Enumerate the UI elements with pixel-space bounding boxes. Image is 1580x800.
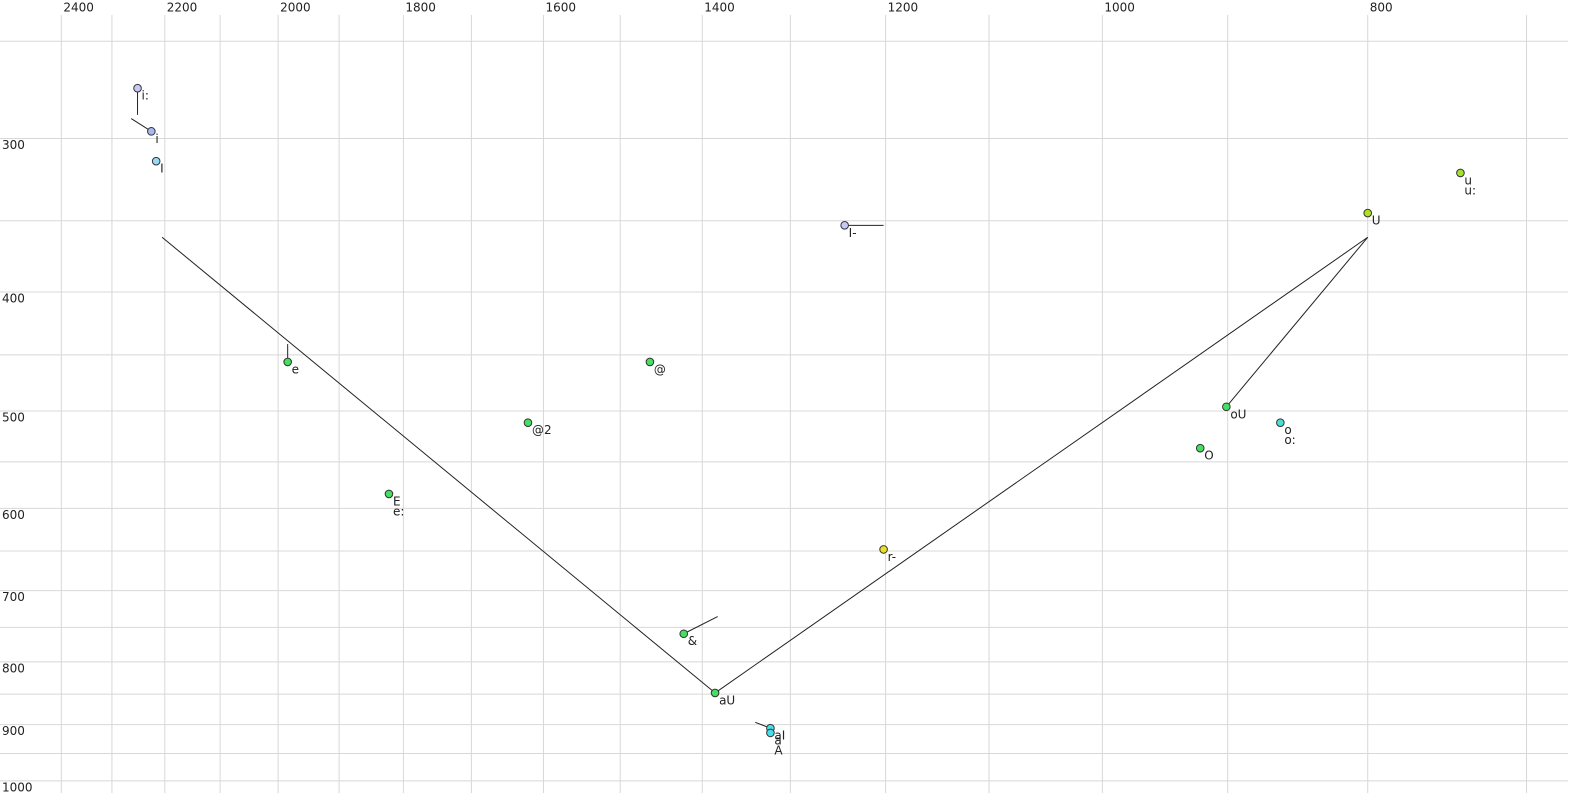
x-tick-label: 1600: [545, 1, 576, 15]
vowel-point: [384, 489, 394, 499]
y-tick-label: 900: [2, 724, 25, 738]
vowel-label: aI: [774, 729, 785, 743]
vowel-label: u: [1464, 173, 1472, 187]
vowel-point: [1456, 168, 1465, 178]
vowel-label: i:: [142, 89, 149, 103]
vowel-point: [679, 629, 689, 639]
vowel-point: [879, 545, 888, 554]
vowel-point: [840, 221, 849, 230]
trajectory: [683, 616, 718, 635]
x-tick-label: 2200: [167, 1, 198, 15]
vowel-label: o:: [1284, 433, 1295, 447]
vowel-label: A: [774, 743, 783, 757]
vowel-label: O: [1204, 449, 1213, 463]
vowel-point: [283, 357, 292, 367]
y-tick-label: 800: [2, 661, 25, 675]
vowel-point: [766, 728, 775, 738]
vowel-label: @: [654, 362, 666, 376]
vowel-label: u:: [1464, 183, 1476, 197]
x-tick-label: 2400: [63, 1, 94, 15]
vowel-point: [645, 357, 655, 367]
vowel-label: e:: [393, 504, 404, 518]
x-tick-label: 800: [1370, 1, 1393, 15]
trajectory: [1225, 236, 1369, 408]
x-tick-label: 1200: [888, 1, 919, 15]
vowel-label: i: [155, 132, 158, 146]
vowel-point: [151, 156, 161, 166]
vowel-label: oU: [1230, 407, 1246, 421]
vowel-point: [133, 83, 142, 93]
y-tick-label: 1000: [2, 780, 33, 794]
y-tick-label: 400: [2, 292, 25, 306]
vowel-point: [1276, 418, 1285, 427]
vowel-point: [147, 127, 156, 136]
x-tick-label: 2000: [280, 1, 311, 15]
vowel-label: U: [1372, 214, 1381, 228]
x-tick-label: 1400: [704, 1, 735, 15]
trajectory: [714, 236, 1369, 694]
vowel-label: aU: [719, 693, 735, 707]
vowel-label: e: [292, 362, 299, 376]
vowel-point: [1222, 402, 1231, 412]
vowel-label: E: [393, 494, 401, 508]
x-tick-label: 1000: [1104, 1, 1135, 15]
vowel-label: r-: [888, 550, 897, 564]
vowel-point: [710, 688, 720, 698]
y-tick-label: 300: [2, 138, 25, 152]
vowel-label: @2: [532, 423, 552, 437]
vowel-label: a: [774, 733, 781, 747]
vowel-label: &: [688, 634, 697, 648]
vowel-point: [1195, 443, 1205, 453]
trajectory: [161, 236, 716, 694]
x-tick-label: 1800: [405, 1, 436, 15]
vowel-label: I: [160, 162, 164, 176]
vowel-label: I-: [849, 226, 857, 240]
vowel-point: [1363, 208, 1373, 218]
y-tick-label: 700: [2, 590, 25, 604]
vowel-label: o: [1284, 423, 1291, 437]
y-tick-label: 500: [2, 411, 25, 425]
vowel-point: [523, 418, 533, 427]
y-tick-label: 600: [2, 508, 25, 522]
